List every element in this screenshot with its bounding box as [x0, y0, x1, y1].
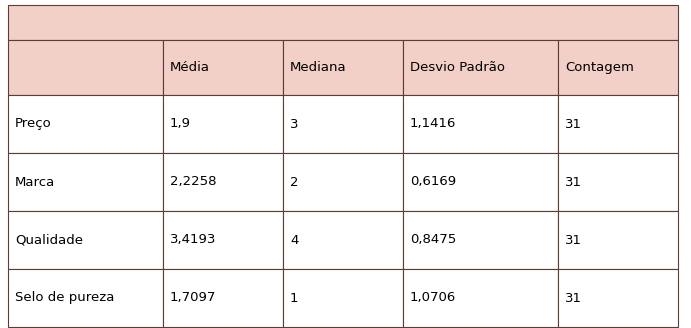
Bar [558, 211, 678, 269]
Bar [283, 95, 403, 153]
Bar [163, 269, 283, 327]
Text: Média: Média [170, 61, 210, 74]
Bar [283, 40, 403, 95]
Bar [558, 95, 678, 153]
Text: 1,9: 1,9 [170, 117, 191, 131]
Bar [8, 153, 163, 211]
Text: 1,0706: 1,0706 [410, 292, 456, 304]
Bar [163, 95, 283, 153]
Bar [283, 269, 403, 327]
Bar [163, 153, 283, 211]
Text: 1: 1 [290, 292, 299, 304]
Bar [8, 95, 163, 153]
Bar [403, 211, 558, 269]
Bar [403, 153, 558, 211]
Bar [403, 40, 558, 95]
Text: Qualidade: Qualidade [15, 234, 83, 247]
Text: 2: 2 [290, 175, 299, 189]
Text: 1,1416: 1,1416 [410, 117, 456, 131]
Bar [403, 95, 558, 153]
Bar [163, 40, 283, 95]
Text: Selo de pureza: Selo de pureza [15, 292, 115, 304]
Text: 3,4193: 3,4193 [170, 234, 216, 247]
Bar [283, 153, 403, 211]
Text: 0,8475: 0,8475 [410, 234, 456, 247]
Bar [558, 269, 678, 327]
Bar [403, 269, 558, 327]
Bar [8, 211, 163, 269]
Text: 31: 31 [565, 117, 582, 131]
Bar [8, 5, 678, 40]
Text: Marca: Marca [15, 175, 55, 189]
Bar [163, 211, 283, 269]
Text: Preço: Preço [15, 117, 52, 131]
Text: 31: 31 [565, 175, 582, 189]
Bar [283, 211, 403, 269]
Bar [558, 153, 678, 211]
Text: 31: 31 [565, 292, 582, 304]
Text: 4: 4 [290, 234, 299, 247]
Text: Mediana: Mediana [290, 61, 347, 74]
Bar [8, 269, 163, 327]
Text: 31: 31 [565, 234, 582, 247]
Text: 0,6169: 0,6169 [410, 175, 456, 189]
Text: 1,7097: 1,7097 [170, 292, 216, 304]
Bar [558, 40, 678, 95]
Text: Contagem: Contagem [565, 61, 634, 74]
Text: 2,2258: 2,2258 [170, 175, 216, 189]
Text: 3: 3 [290, 117, 299, 131]
Bar [8, 40, 163, 95]
Text: Desvio Padrão: Desvio Padrão [410, 61, 505, 74]
